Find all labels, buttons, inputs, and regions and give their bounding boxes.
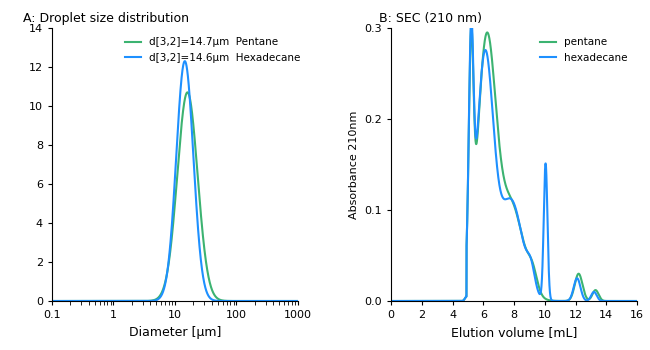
Hexadecane bbox=[181, 59, 188, 63]
pentane bbox=[400, 299, 408, 303]
Pentane bbox=[183, 90, 191, 94]
Hexadecane bbox=[294, 299, 302, 303]
Pentane bbox=[161, 281, 169, 285]
Text: B: SEC (210 nm): B: SEC (210 nm) bbox=[379, 13, 482, 26]
hexadecane bbox=[507, 197, 515, 201]
Legend: pentane, hexadecane: pentane, hexadecane bbox=[536, 33, 632, 67]
Line: Hexadecane: Hexadecane bbox=[52, 61, 298, 301]
Hexadecane bbox=[161, 283, 169, 287]
hexadecane bbox=[400, 299, 408, 303]
pentane bbox=[626, 299, 634, 303]
Pentane bbox=[242, 299, 250, 303]
Hexadecane bbox=[242, 299, 250, 303]
pentane bbox=[633, 299, 641, 303]
Pentane bbox=[287, 299, 294, 303]
pentane bbox=[626, 299, 634, 303]
Text: A: Droplet size distribution: A: Droplet size distribution bbox=[23, 13, 188, 26]
pentane bbox=[387, 299, 395, 303]
Pentane bbox=[48, 299, 56, 303]
hexadecane bbox=[387, 299, 395, 303]
Line: Pentane: Pentane bbox=[52, 92, 298, 301]
hexadecane bbox=[581, 297, 589, 301]
hexadecane bbox=[626, 299, 634, 303]
Pentane bbox=[287, 299, 294, 303]
pentane bbox=[467, 24, 475, 28]
Y-axis label: Absorbance 210nm: Absorbance 210nm bbox=[349, 110, 359, 219]
Hexadecane bbox=[287, 299, 294, 303]
hexadecane bbox=[633, 299, 641, 303]
hexadecane bbox=[500, 197, 508, 201]
pentane bbox=[500, 178, 508, 182]
Legend: d[3,2]=14.7μm  Pentane, d[3,2]=14.6μm  Hexadecane: d[3,2]=14.7μm Pentane, d[3,2]=14.6μm Hex… bbox=[121, 33, 305, 67]
pentane bbox=[581, 292, 589, 296]
Hexadecane bbox=[287, 299, 294, 303]
Pentane bbox=[60, 299, 68, 303]
Line: hexadecane: hexadecane bbox=[391, 17, 637, 301]
hexadecane bbox=[467, 15, 475, 19]
Line: pentane: pentane bbox=[391, 26, 637, 301]
X-axis label: Elution volume [mL]: Elution volume [mL] bbox=[451, 326, 577, 338]
pentane bbox=[507, 196, 515, 200]
Pentane bbox=[294, 299, 302, 303]
Hexadecane bbox=[168, 228, 176, 232]
hexadecane bbox=[626, 299, 634, 303]
Hexadecane bbox=[48, 299, 56, 303]
Hexadecane bbox=[60, 299, 68, 303]
X-axis label: Diameter [μm]: Diameter [μm] bbox=[129, 326, 221, 338]
Pentane bbox=[168, 238, 176, 242]
